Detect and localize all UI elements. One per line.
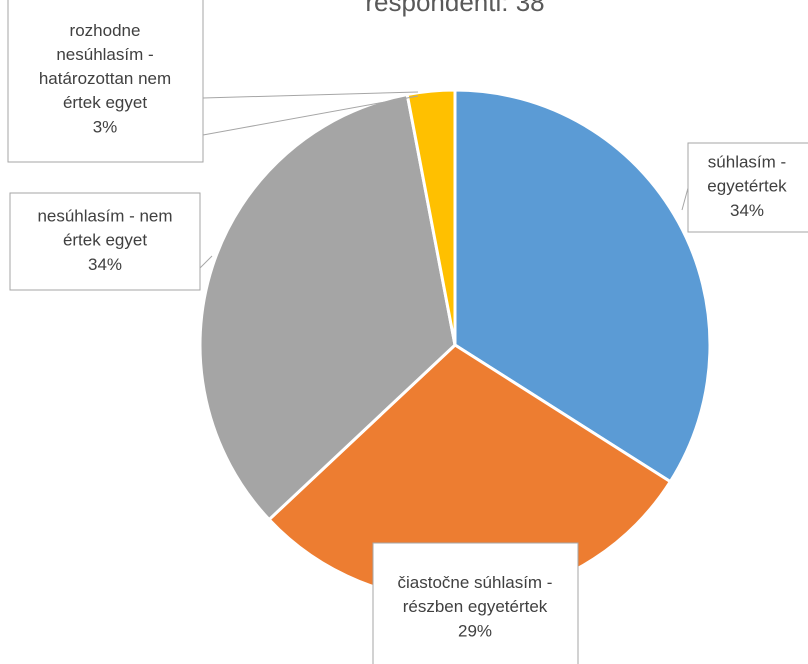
label-box	[7, 0, 204, 163]
label-line: értek egyet	[63, 93, 147, 112]
leader-line	[199, 255, 213, 269]
label-box	[687, 142, 808, 233]
category-label: nesúhlasím - nem értek egyet	[37, 207, 172, 250]
pie	[198, 88, 712, 602]
category-label: čiastočne súhlasím - részben egyetértek	[398, 573, 553, 616]
category-label: rozhodne nesúhlasím - határozottan nem érte…	[39, 21, 171, 112]
label-line: čiastočne súhlasím -	[398, 573, 553, 592]
label-line: súhlasím -	[708, 153, 786, 172]
label-line: értek egyet	[63, 231, 147, 250]
value-label: 3%	[93, 117, 118, 136]
leader-line	[202, 91, 419, 99]
pie-slice	[405, 88, 457, 346]
label-line: részben egyetértek	[403, 597, 548, 616]
category-label: súhlasím - egyetértek	[707, 153, 787, 196]
label-line: rozhodne	[70, 21, 141, 40]
value-label: 34%	[730, 201, 764, 220]
chart-title: respondenti: 38	[365, 0, 544, 17]
label-line: nesúhlasím -	[56, 45, 153, 64]
leader-line	[202, 95, 419, 136]
pie-slice	[198, 92, 457, 522]
label-line: egyetértek	[707, 177, 787, 196]
label-box	[9, 192, 201, 291]
data-labels: súhlasím - egyetértek 34% čiastočne súhlasí…	[7, 0, 808, 664]
value-label: 34%	[88, 255, 122, 274]
leader-line	[681, 187, 689, 211]
label-line: nesúhlasím - nem	[37, 207, 172, 226]
label-line: határozottan nem	[39, 69, 171, 88]
label-box	[372, 542, 579, 664]
value-label: 29%	[458, 621, 492, 640]
